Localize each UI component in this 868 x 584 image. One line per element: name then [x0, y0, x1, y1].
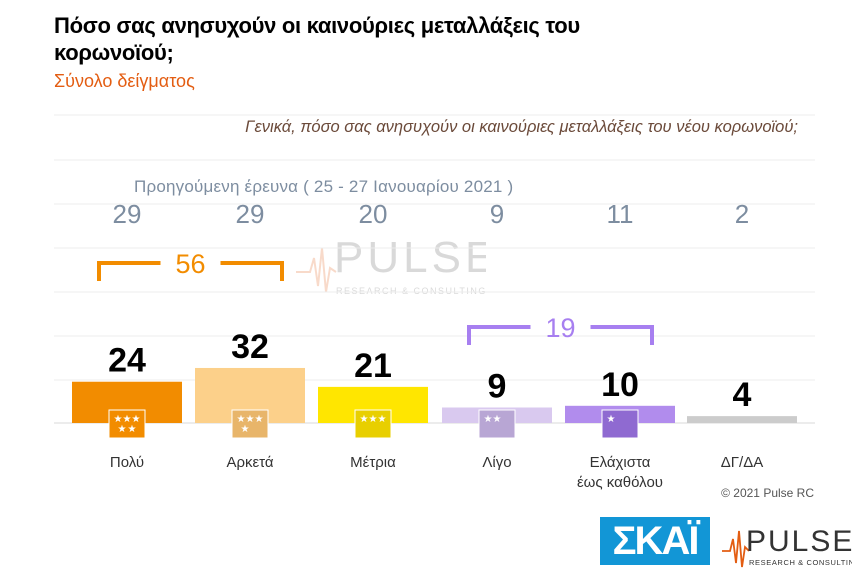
copyright-text: © 2021 Pulse RC — [721, 486, 814, 500]
svg-text:PULSE: PULSE — [334, 233, 486, 282]
pulse-watermark: PULSE RESEARCH & CONSULTING — [296, 233, 486, 296]
star-icon: ★ — [360, 414, 369, 425]
category-label: έως καθόλου — [577, 474, 663, 491]
chart-title: Πόσο σας ανησυχούν οι καινούριες μεταλλά… — [54, 13, 580, 65]
rating-icon — [108, 409, 146, 439]
bar-value-label: 9 — [488, 368, 507, 406]
bar-value-label: 32 — [231, 328, 269, 366]
star-icon: ★ — [607, 414, 616, 425]
previous-values: 29 29 20 9 11 2 — [113, 199, 750, 229]
star-icon: ★ — [246, 414, 255, 425]
star-icon: ★ — [118, 424, 127, 435]
category-label: Ελάχιστα — [590, 454, 651, 471]
previous-value: 2 — [735, 199, 749, 229]
previous-survey-label: Προηγούμενη έρευνα ( 25 - 27 Ιανουαρίου … — [134, 177, 514, 196]
group-brackets: 56 19 — [97, 249, 654, 345]
star-icon: ★ — [484, 414, 493, 425]
group-total: 19 — [545, 313, 575, 343]
pulse-logo: PULSE RESEARCH & CONSULTING — [722, 525, 852, 568]
bar-value-label: 24 — [108, 342, 146, 380]
bar-labels: 24 32 21 9 10 4 — [108, 328, 751, 414]
category-label: Αρκετά — [226, 454, 273, 471]
bar-value-label: 21 — [354, 347, 392, 385]
star-icon: ★ — [378, 414, 387, 425]
previous-value: 29 — [113, 199, 142, 229]
category-label: Μέτρια — [350, 454, 396, 471]
chart-subtitle: Σύνολο δείγματος — [54, 71, 195, 91]
previous-value: 20 — [359, 199, 388, 229]
category-labels: Πολύ Αρκετά Μέτρια Λίγο Ελάχιστα έως καθόλου Δ… — [110, 454, 763, 491]
bracket-left — [467, 325, 531, 345]
previous-value: 29 — [236, 199, 265, 229]
category-label: Λίγο — [482, 454, 511, 471]
rating-icon — [478, 409, 516, 439]
star-icon: ★ — [241, 424, 250, 435]
star-icon: ★ — [128, 424, 137, 435]
rating-icon — [231, 409, 269, 439]
group-total: 56 — [175, 249, 205, 279]
category-icons: ★ ★ ★★ ★★ ★ ★★★ ★ ★ ★ ★ ★ — [108, 409, 639, 439]
star-icon: ★ — [114, 414, 123, 425]
skai-logo: ΣΚΑΪ — [600, 517, 710, 565]
category-label: ΔΓ/ΔΑ — [721, 454, 763, 471]
rating-icon — [354, 409, 392, 439]
star-icon: ★ — [123, 414, 132, 425]
category-label: Πολύ — [110, 454, 144, 471]
bar — [687, 416, 797, 423]
grid-lines — [54, 114, 815, 424]
star-icon: ★ — [132, 414, 141, 425]
bracket-right — [220, 261, 284, 281]
survey-question: Γενικά, πόσο σας ανησυχούν οι καινούριες… — [245, 118, 798, 136]
rating-icon — [601, 409, 639, 439]
svg-text:RESEARCH & CONSULTING: RESEARCH & CONSULTING — [336, 286, 486, 296]
previous-value: 11 — [607, 199, 634, 229]
bars — [72, 367, 797, 423]
bracket-right — [590, 325, 654, 345]
bar-value-label: 4 — [733, 376, 752, 414]
star-icon: ★ — [255, 414, 264, 425]
previous-value: 9 — [490, 199, 504, 229]
bracket-left — [97, 261, 161, 281]
star-icon: ★ — [237, 414, 246, 425]
star-icon: ★ — [369, 414, 378, 425]
bar-value-label: 10 — [601, 366, 639, 404]
pulse-logo-tagline: RESEARCH & CONSULTING — [749, 558, 852, 567]
skai-logo-text: ΣΚΑΪ — [612, 519, 700, 563]
pulse-logo-text: PULSE — [746, 525, 852, 558]
star-icon: ★ — [493, 414, 502, 425]
